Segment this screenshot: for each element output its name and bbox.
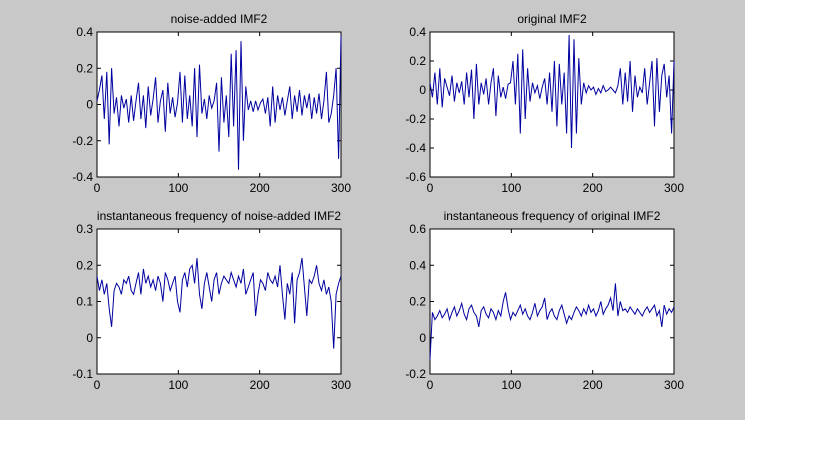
original-imf2-xtick-label: 300 <box>664 181 684 195</box>
inst-freq-noise-added-imf2-xtick-label: 100 <box>168 378 188 392</box>
figure-background: noise-added IMF2 0 100 200 300 -0.4 -0.2 0 0.2 0.… <box>0 0 745 420</box>
noise-added-imf2-xtick-label: 0 <box>94 181 101 195</box>
inst-freq-noise-added-imf2-ytick-label: 0.2 <box>76 258 93 272</box>
inst-freq-original-imf2-title: instantaneous frequency of original IMF2 <box>444 209 661 223</box>
noise-added-imf2-series-line <box>96 35 342 170</box>
noise-added-imf2-ytick-label: 0.4 <box>76 25 93 39</box>
inst-freq-original-imf2-xtick-label: 300 <box>664 378 684 392</box>
original-imf2-xtick-label: 0 <box>427 181 434 195</box>
inst-freq-noise-added-imf2-ytick-label: 0.3 <box>76 222 93 236</box>
noise-added-imf2-xtick-label: 300 <box>331 181 351 195</box>
original-imf2-series-line <box>429 34 675 149</box>
inst-freq-original-imf2-ytick-label: -0.2 <box>405 367 426 381</box>
original-imf2-ytick-label: 0.2 <box>409 54 426 68</box>
noise-added-imf2-title: noise-added IMF2 <box>171 12 268 26</box>
original-imf2-title: original IMF2 <box>517 12 587 26</box>
inst-freq-noise-added-imf2-axes <box>96 228 342 375</box>
inst-freq-original-imf2-xtick-label: 200 <box>583 378 603 392</box>
inst-freq-original-imf2-series-line <box>429 283 675 360</box>
inst-freq-noise-added-imf2-ytick-label: 0 <box>86 331 93 345</box>
noise-added-imf2-xtick-label: 100 <box>168 181 188 195</box>
original-imf2-ytick-label: 0 <box>419 83 426 97</box>
inst-freq-noise-added-imf2-ytick-label: -0.1 <box>72 367 93 381</box>
inst-freq-original-imf2-ytick-label: 0.6 <box>409 222 426 236</box>
inst-freq-original-imf2-xtick-label: 100 <box>501 378 521 392</box>
original-imf2-ytick-label: 0.4 <box>409 25 426 39</box>
inst-freq-noise-added-imf2-xtick-label: 0 <box>94 378 101 392</box>
inst-freq-original-imf2-ytick-label: 0 <box>419 331 426 345</box>
original-imf2-xtick-label: 200 <box>583 181 603 195</box>
original-imf2-ytick-label: -0.6 <box>405 170 426 184</box>
noise-added-imf2-ytick-label: 0.2 <box>76 61 93 75</box>
inst-freq-noise-added-imf2-xtick-label: 200 <box>250 378 270 392</box>
inst-freq-original-imf2-xtick-label: 0 <box>427 378 434 392</box>
noise-added-imf2-ytick-label: -0.2 <box>72 134 93 148</box>
inst-freq-original-imf2-ytick-label: 0.2 <box>409 295 426 309</box>
original-imf2-xtick-label: 100 <box>501 181 521 195</box>
inst-freq-original-imf2-axes <box>429 228 675 375</box>
original-imf2-ytick-label: -0.2 <box>405 112 426 126</box>
inst-freq-noise-added-imf2-series-line <box>96 257 342 349</box>
inst-freq-noise-added-imf2-title: instantaneous frequency of noise-added I… <box>97 209 341 223</box>
inst-freq-noise-added-imf2-xtick-label: 300 <box>331 378 351 392</box>
noise-added-imf2-axes <box>96 31 342 178</box>
inst-freq-original-imf2-ytick-label: 0.4 <box>409 258 426 272</box>
original-imf2-ytick-label: -0.4 <box>405 141 426 155</box>
noise-added-imf2-ytick-label: -0.4 <box>72 170 93 184</box>
noise-added-imf2-ytick-label: 0 <box>86 98 93 112</box>
noise-added-imf2-xtick-label: 200 <box>250 181 270 195</box>
inst-freq-noise-added-imf2-ytick-label: 0.1 <box>76 295 93 309</box>
